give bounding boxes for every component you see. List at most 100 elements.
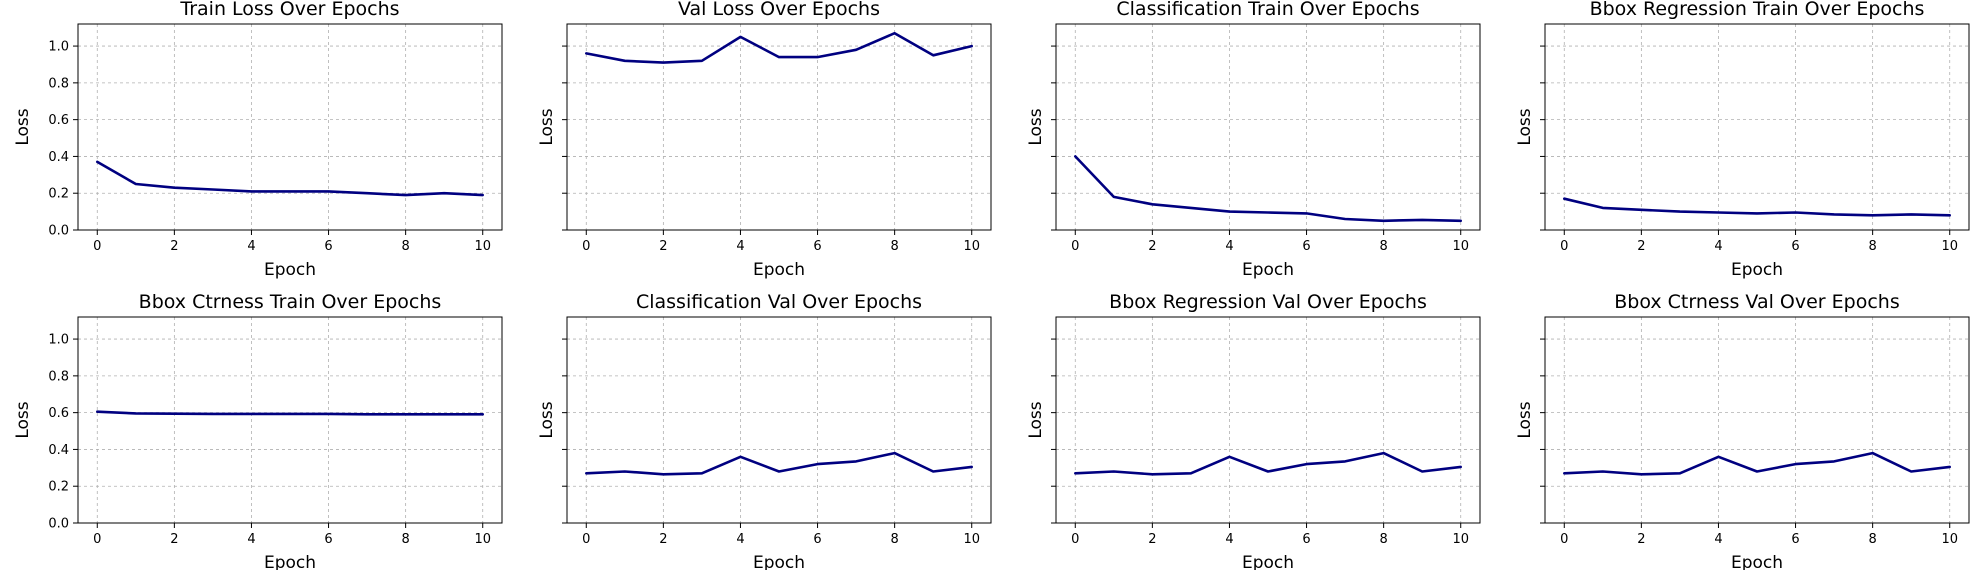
y-tick-label: 0.6 <box>48 406 69 421</box>
x-axis-label: Epoch <box>1731 553 1783 570</box>
y-tick-label: 1.0 <box>48 333 69 348</box>
x-tick-label: 0 <box>1071 239 1079 254</box>
chart-title: Bbox Ctrness Train Over Epochs <box>139 291 442 313</box>
x-tick-label: 6 <box>324 532 332 547</box>
series-line <box>96 410 485 416</box>
x-tick-label: 8 <box>1379 239 1387 254</box>
chart-title: Classification Val Over Epochs <box>636 291 922 313</box>
y-axis-label: Loss <box>537 401 557 438</box>
x-tick-label: 8 <box>1868 532 1876 547</box>
x-tick-label: 8 <box>890 239 898 254</box>
x-axis-label: Epoch <box>753 260 805 280</box>
axes-frame <box>1544 316 1970 524</box>
subplot-1: 0 2 4 6 8 10 0.0 0.2 0.4 0.6 0.8 1.0 Train Loss Over… <box>13 0 503 280</box>
x-tick-label: 6 <box>324 239 332 254</box>
y-tick-label: 0.2 <box>48 480 69 495</box>
x-tick-label: 6 <box>813 532 821 547</box>
x-axis-label: Epoch <box>1242 260 1294 280</box>
series-line <box>584 31 974 64</box>
series-line <box>1563 197 1951 217</box>
y-axis-label: Loss <box>1515 401 1535 438</box>
x-tick-label: 10 <box>963 532 980 547</box>
subplot-2: 0 2 4 6 8 10 Val Loss Over Epochs Epoch Loss <box>537 0 992 280</box>
x-tick-label: 10 <box>963 239 980 254</box>
axes-frame <box>1055 316 1481 524</box>
x-tick-label: 6 <box>1791 532 1799 547</box>
x-tick-label: 0 <box>582 532 590 547</box>
x-tick-label: 8 <box>401 532 409 547</box>
axes-frame <box>77 316 503 524</box>
x-tick-label: 2 <box>170 239 178 254</box>
y-tick-label: 0.8 <box>48 369 69 384</box>
chart-title: Bbox Regression Val Over Epochs <box>1109 291 1427 313</box>
axes-frame <box>77 23 503 231</box>
x-tick-label: 10 <box>474 532 491 547</box>
y-axis-label: Loss <box>13 401 33 438</box>
x-tick-label: 2 <box>1148 532 1156 547</box>
x-tick-label: 0 <box>1560 532 1568 547</box>
x-tick-label: 10 <box>1941 239 1958 254</box>
axes-frame <box>1055 23 1481 231</box>
axes-frame <box>566 316 992 524</box>
x-tick-label: 4 <box>736 532 744 547</box>
y-tick-label: 0.6 <box>48 113 69 128</box>
x-tick-label: 8 <box>890 532 898 547</box>
x-axis-label: Epoch <box>264 553 316 570</box>
x-tick-label: 4 <box>247 239 255 254</box>
series-line <box>584 451 974 476</box>
chart-title: Bbox Regression Train Over Epochs <box>1590 0 1925 20</box>
x-tick-label: 0 <box>582 239 590 254</box>
y-axis-label: Loss <box>1026 108 1046 145</box>
y-axis-label: Loss <box>537 108 557 145</box>
x-tick-label: 0 <box>93 532 101 547</box>
axes-frame <box>1544 23 1970 231</box>
x-axis-label: Epoch <box>1242 553 1294 570</box>
x-tick-label: 2 <box>659 239 667 254</box>
x-tick-label: 0 <box>1071 532 1079 547</box>
subplot-8: 0 2 4 6 8 10 Bbox Ctrness Val Over Epochs Epoch… <box>1515 291 1970 570</box>
y-tick-label: 0.4 <box>48 150 69 165</box>
x-tick-label: 10 <box>1452 532 1469 547</box>
x-tick-label: 2 <box>1637 239 1645 254</box>
x-tick-label: 2 <box>659 532 667 547</box>
x-axis-label: Epoch <box>264 260 316 280</box>
x-tick-label: 2 <box>1148 239 1156 254</box>
x-tick-label: 10 <box>1452 239 1469 254</box>
x-axis-label: Epoch <box>1731 260 1783 280</box>
x-tick-label: 4 <box>1714 239 1722 254</box>
chart-title: Val Loss Over Epochs <box>678 0 880 20</box>
x-tick-label: 10 <box>1941 532 1958 547</box>
x-tick-label: 4 <box>1225 532 1233 547</box>
x-axis-label: Epoch <box>753 553 805 570</box>
x-tick-label: 2 <box>1637 532 1645 547</box>
series-line <box>96 160 485 197</box>
series-line <box>1563 451 1951 476</box>
x-tick-label: 8 <box>1379 532 1387 547</box>
series-line <box>1074 155 1462 223</box>
x-tick-label: 2 <box>170 532 178 547</box>
x-tick-label: 0 <box>1560 239 1568 254</box>
x-tick-label: 6 <box>813 239 821 254</box>
chart-title: Bbox Ctrness Val Over Epochs <box>1614 291 1899 313</box>
chart-title: Classification Train Over Epochs <box>1116 0 1419 20</box>
subplot-7: 0 2 4 6 8 10 Bbox Regression Val Over Epochs Ep… <box>1026 291 1481 570</box>
y-tick-label: 0.8 <box>48 76 69 91</box>
y-axis-label: Loss <box>1026 401 1046 438</box>
x-tick-label: 4 <box>1714 532 1722 547</box>
x-tick-label: 6 <box>1302 239 1310 254</box>
y-tick-label: 0.0 <box>48 517 69 532</box>
series-line <box>1074 451 1462 476</box>
chart-title: Train Loss Over Epochs <box>179 0 399 20</box>
x-tick-label: 6 <box>1302 532 1310 547</box>
subplot-4: 0 2 4 6 8 10 Bbox Regression Train Over Epochs… <box>1515 0 1970 280</box>
subplot-5: 0 2 4 6 8 10 0.0 0.2 0.4 0.6 0.8 1.0 Bbox Ctrness Tr… <box>13 291 503 570</box>
subplot-6: 0 2 4 6 8 10 Classification Val Over Epochs Epo… <box>537 291 992 570</box>
y-tick-label: 1.0 <box>48 40 69 55</box>
x-tick-label: 6 <box>1791 239 1799 254</box>
subplot-3: 0 2 4 6 8 10 Classification Train Over Epochs E… <box>1026 0 1481 280</box>
x-tick-label: 8 <box>401 239 409 254</box>
x-tick-label: 10 <box>474 239 491 254</box>
y-tick-label: 0.0 <box>48 224 69 239</box>
x-tick-label: 4 <box>1225 239 1233 254</box>
